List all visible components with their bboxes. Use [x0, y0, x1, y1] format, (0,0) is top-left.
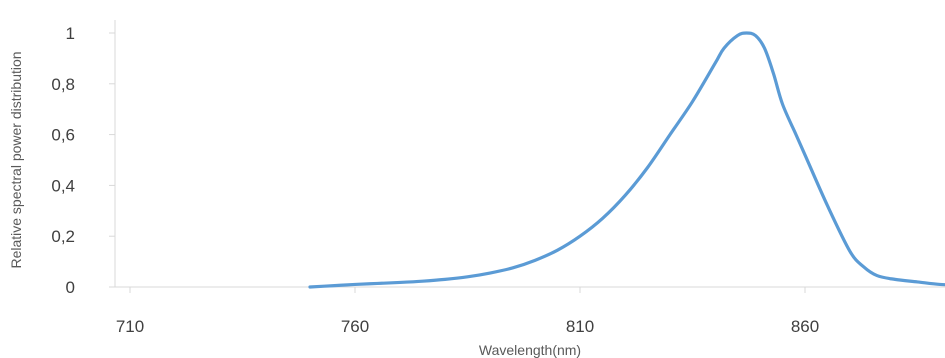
- series-group: [308, 31, 945, 289]
- y-tick-label: 0,2: [51, 227, 75, 246]
- x-axis-ticks: 710 760 810 860: [116, 287, 819, 336]
- y-tick-label: 0: [66, 278, 75, 297]
- y-tick-label: 1: [66, 24, 75, 43]
- x-tick-label: 710: [116, 317, 144, 336]
- axes: [114, 20, 945, 288]
- x-tick-label: 810: [566, 317, 594, 336]
- y-axis-ticks: 0 0,2 0,4 0,6 0,8 1: [51, 24, 115, 297]
- y-tick-label: 0,6: [51, 126, 75, 145]
- x-tick-label: 760: [341, 317, 369, 336]
- series-line: [308, 31, 945, 289]
- y-tick-label: 0,8: [51, 75, 75, 94]
- x-axis-title: Wavelength(nm): [479, 342, 581, 358]
- y-axis-title: Relative spectral power distribution: [8, 51, 24, 268]
- y-tick-label: 0,4: [51, 176, 75, 195]
- x-tick-label: 860: [791, 317, 819, 336]
